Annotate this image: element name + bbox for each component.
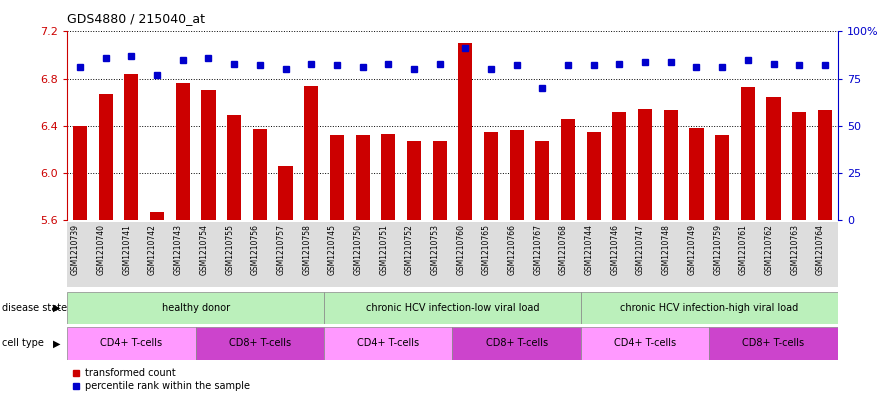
Text: GSM1210764: GSM1210764 bbox=[816, 224, 825, 275]
Bar bbox=[381, 134, 395, 220]
Text: ▶: ▶ bbox=[54, 338, 61, 349]
Text: GSM1210751: GSM1210751 bbox=[379, 224, 388, 275]
Bar bbox=[792, 112, 806, 220]
Bar bbox=[330, 135, 344, 220]
Text: GSM1210743: GSM1210743 bbox=[174, 224, 183, 275]
Text: cell type: cell type bbox=[2, 338, 44, 349]
Bar bbox=[458, 43, 472, 220]
Text: GSM1210761: GSM1210761 bbox=[739, 224, 748, 275]
Bar bbox=[324, 327, 452, 360]
Bar bbox=[356, 135, 370, 220]
Bar bbox=[638, 109, 652, 220]
Text: GSM1210750: GSM1210750 bbox=[354, 224, 363, 275]
Bar bbox=[176, 83, 190, 220]
Text: GSM1210762: GSM1210762 bbox=[764, 224, 773, 275]
Bar bbox=[510, 130, 524, 220]
Text: CD4+ T-cells: CD4+ T-cells bbox=[614, 338, 676, 349]
Text: GSM1210765: GSM1210765 bbox=[482, 224, 491, 275]
Bar bbox=[324, 292, 581, 324]
Text: GSM1210748: GSM1210748 bbox=[662, 224, 671, 275]
Text: GDS4880 / 215040_at: GDS4880 / 215040_at bbox=[67, 12, 205, 25]
Text: GSM1210752: GSM1210752 bbox=[405, 224, 414, 275]
Text: GSM1210749: GSM1210749 bbox=[687, 224, 696, 275]
Bar bbox=[741, 87, 755, 220]
Text: GSM1210763: GSM1210763 bbox=[790, 224, 799, 275]
Text: GSM1210758: GSM1210758 bbox=[302, 224, 311, 275]
Legend: transformed count, percentile rank within the sample: transformed count, percentile rank withi… bbox=[72, 368, 250, 391]
Text: GSM1210741: GSM1210741 bbox=[123, 224, 132, 275]
Bar bbox=[535, 141, 549, 220]
Bar bbox=[227, 115, 241, 220]
Text: GSM1210760: GSM1210760 bbox=[456, 224, 465, 275]
Text: GSM1210754: GSM1210754 bbox=[200, 224, 209, 275]
Bar bbox=[99, 94, 113, 220]
Text: GSM1210757: GSM1210757 bbox=[277, 224, 286, 275]
Bar bbox=[253, 129, 267, 220]
Text: GSM1210766: GSM1210766 bbox=[508, 224, 517, 275]
Bar bbox=[73, 126, 87, 220]
Bar bbox=[67, 292, 324, 324]
Bar bbox=[150, 212, 164, 220]
Text: CD4+ T-cells: CD4+ T-cells bbox=[358, 338, 419, 349]
Text: CD8+ T-cells: CD8+ T-cells bbox=[743, 338, 805, 349]
Text: chronic HCV infection-high viral load: chronic HCV infection-high viral load bbox=[620, 303, 798, 313]
Text: GSM1210746: GSM1210746 bbox=[610, 224, 619, 275]
Text: disease state: disease state bbox=[2, 303, 67, 313]
Bar bbox=[452, 327, 581, 360]
Bar bbox=[202, 90, 216, 220]
Bar bbox=[67, 327, 195, 360]
Bar bbox=[561, 119, 575, 220]
Bar bbox=[195, 327, 324, 360]
Bar bbox=[581, 327, 710, 360]
Text: GSM1210753: GSM1210753 bbox=[431, 224, 440, 275]
Text: CD4+ T-cells: CD4+ T-cells bbox=[100, 338, 162, 349]
Text: GSM1210739: GSM1210739 bbox=[71, 224, 80, 275]
Bar bbox=[818, 110, 832, 220]
Text: GSM1210767: GSM1210767 bbox=[533, 224, 542, 275]
Bar bbox=[710, 327, 838, 360]
Bar bbox=[664, 110, 678, 220]
Text: GSM1210755: GSM1210755 bbox=[225, 224, 234, 275]
Text: CD8+ T-cells: CD8+ T-cells bbox=[486, 338, 547, 349]
Bar bbox=[484, 132, 498, 220]
Text: GSM1210742: GSM1210742 bbox=[148, 224, 157, 275]
Bar bbox=[612, 112, 626, 220]
Text: GSM1210747: GSM1210747 bbox=[636, 224, 645, 275]
Text: CD8+ T-cells: CD8+ T-cells bbox=[228, 338, 291, 349]
Bar bbox=[689, 128, 703, 220]
Text: GSM1210768: GSM1210768 bbox=[559, 224, 568, 275]
Bar bbox=[433, 141, 447, 220]
Text: GSM1210744: GSM1210744 bbox=[585, 224, 594, 275]
Text: GSM1210756: GSM1210756 bbox=[251, 224, 260, 275]
Bar bbox=[581, 292, 838, 324]
Bar bbox=[125, 74, 139, 220]
Bar bbox=[766, 97, 780, 220]
Bar bbox=[715, 135, 729, 220]
Text: GSM1210740: GSM1210740 bbox=[97, 224, 106, 275]
Text: healthy donor: healthy donor bbox=[161, 303, 229, 313]
Bar bbox=[304, 86, 318, 220]
Text: GSM1210745: GSM1210745 bbox=[328, 224, 337, 275]
Bar bbox=[407, 141, 421, 220]
Text: GSM1210759: GSM1210759 bbox=[713, 224, 722, 275]
Text: ▶: ▶ bbox=[54, 303, 61, 313]
Text: chronic HCV infection-low viral load: chronic HCV infection-low viral load bbox=[366, 303, 539, 313]
Bar bbox=[279, 166, 293, 220]
Bar bbox=[587, 132, 601, 220]
